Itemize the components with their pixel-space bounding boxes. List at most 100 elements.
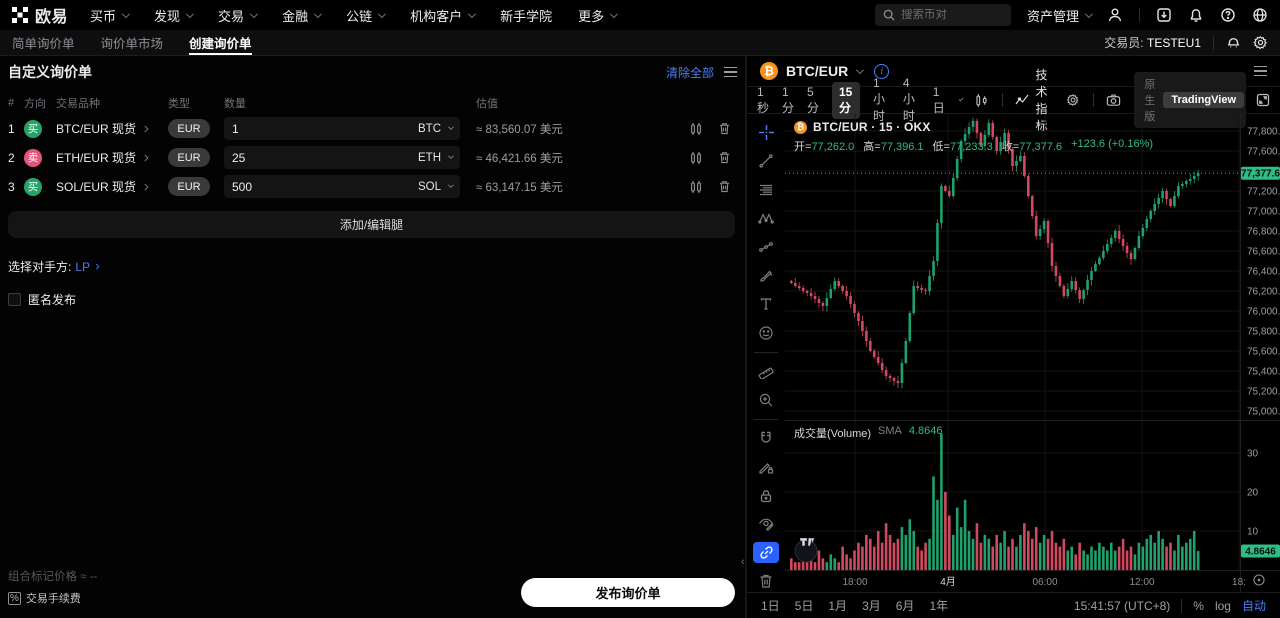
log-scale-button[interactable]: log [1214,598,1231,613]
tab-rfq-market[interactable]: 询价单市场 [100,37,164,51]
help-icon[interactable] [1220,7,1236,23]
publish-rfq-button[interactable]: 发布询价单 [521,578,735,607]
unit-select[interactable]: ETH [418,152,454,164]
chevron-down-icon[interactable] [856,65,865,74]
nav-more[interactable]: 更多 [578,6,619,25]
indicator-settings-gear-icon[interactable] [1066,93,1080,107]
user-icon[interactable] [1107,7,1123,23]
amount-input[interactable] [232,179,418,194]
draw-lock-icon[interactable] [753,456,779,478]
candles-icon[interactable] [681,151,711,165]
unit-select[interactable]: SOL [418,181,454,193]
panel-divider[interactable]: ‹ [741,56,747,618]
candles-icon[interactable] [681,180,711,194]
trash-icon[interactable] [711,151,737,164]
assets-menu[interactable]: 资产管理 [1027,6,1093,25]
xabcd-pattern-icon[interactable] [753,208,779,230]
range-5d[interactable]: 5日 [794,599,814,613]
instrument-select[interactable]: SOL/EUR 现货 [56,178,168,195]
okx-logo[interactable]: 欧易 [12,3,68,27]
candlestick-chart[interactable]: 75,000.0 75,200.0 75,400.0 75,600.0 75,800.0… [785,114,1280,592]
amount-field[interactable]: BTC [224,117,460,140]
candle-style-icon[interactable] [974,93,989,108]
remove-drawings-trash-icon[interactable] [753,570,779,592]
link-tool-icon[interactable] [753,541,779,564]
toggle-native[interactable]: 原生版 [1144,79,1156,123]
emoji-icon[interactable] [753,322,779,344]
percent-scale-button[interactable]: % [1193,598,1204,613]
text-tool-icon[interactable] [753,293,779,315]
amount-field[interactable]: SOL [224,175,460,198]
range-1y[interactable]: 1年 [929,599,949,613]
svg-text:75,400.0: 75,400.0 [1247,367,1280,378]
language-globe-icon[interactable] [1252,7,1268,23]
amount-input[interactable] [232,121,418,136]
search-box[interactable] [874,4,1011,26]
timeframe-1m[interactable]: 1分 [782,84,795,115]
range-6mo[interactable]: 6月 [895,599,915,613]
brush-icon[interactable] [753,265,779,287]
magnet-icon[interactable] [753,428,779,450]
trendline-icon[interactable] [753,151,779,173]
timeframe-15m[interactable]: 15分 [832,81,860,119]
nav-institutional[interactable]: 机构客户 [410,6,476,25]
nav-discover[interactable]: 发现 [154,6,194,25]
toggle-tradingview[interactable]: TradingView [1163,92,1244,108]
nav-trade[interactable]: 交易 [218,6,258,25]
trash-icon[interactable] [711,122,737,135]
tab-simple-rfq[interactable]: 简单询价单 [12,37,75,51]
camera-icon[interactable] [1106,93,1121,108]
info-icon[interactable]: i [874,63,890,79]
lock-icon[interactable] [753,485,779,507]
amount-input[interactable] [232,150,418,165]
settings-gear-icon[interactable] [1253,35,1268,50]
timeframe-1h[interactable]: 1小时 [872,76,885,123]
timeframe-4h[interactable]: 4小时 [902,76,915,123]
symbol-name[interactable]: BTC/EUR [786,63,849,79]
nav-public-chain[interactable]: 公链 [346,6,386,25]
unit-select[interactable]: BTC [418,123,454,135]
clear-all-link[interactable]: 清除全部 [665,65,714,80]
fullscreen-expand-icon[interactable] [1256,93,1270,107]
range-3mo[interactable]: 3月 [862,599,881,613]
ruler-icon[interactable] [753,360,779,382]
chevron-down-icon[interactable] [958,96,964,101]
crosshair-icon[interactable] [753,122,779,144]
type-pill[interactable]: EUR [168,119,210,138]
auto-scale-button[interactable]: 自动 [1241,599,1266,613]
download-app-icon[interactable] [1156,7,1172,23]
notifications-bell-icon[interactable] [1188,7,1204,23]
add-edit-leg-button[interactable]: 添加/编辑腿 [8,211,735,238]
counterparty-value[interactable]: LP [75,259,91,274]
trader-hat-icon[interactable] [1226,35,1241,50]
instrument-select[interactable]: ETH/EUR 现货 [56,149,168,166]
nav-finance[interactable]: 金融 [282,6,322,25]
clock[interactable]: 15:41:57 (UTC+8) [1073,598,1171,613]
chart-menu-icon[interactable] [1254,65,1267,77]
anonymous-checkbox[interactable] [8,293,21,306]
amount-field[interactable]: ETH [224,146,460,169]
type-pill[interactable]: EUR [168,148,210,167]
nav-academy[interactable]: 新手学院 [500,8,553,24]
timeframe-1s[interactable]: 1秒 [757,84,770,115]
chart-plot-area[interactable]: 75,000.0 75,200.0 75,400.0 75,600.0 75,800.0… [785,114,1280,592]
hide-drawings-eye-icon[interactable] [753,513,779,535]
fib-lines-icon[interactable] [753,179,779,201]
percent-icon: % [8,591,21,605]
range-1mo[interactable]: 1月 [828,599,848,613]
timeframe-1d[interactable]: 1日 [932,84,945,115]
instrument-select[interactable]: BTC/EUR 现货 [56,120,168,137]
indicators-button[interactable]: 技术指标 [1015,66,1052,134]
panel-menu-icon[interactable] [724,66,737,78]
type-pill[interactable]: EUR [168,177,210,196]
tab-create-rfq[interactable]: 创建询价单 [189,30,252,55]
candles-icon[interactable] [681,122,711,136]
zoom-in-icon[interactable] [753,389,779,411]
search-input[interactable] [900,9,991,21]
range-1d[interactable]: 1日 [761,599,780,613]
timeframe-5m[interactable]: 5分 [807,84,820,115]
trash-icon[interactable] [711,180,737,193]
collapse-chevron-icon[interactable]: ‹ [741,556,745,568]
long-position-icon[interactable] [753,236,779,258]
nav-buy-crypto[interactable]: 买币 [90,6,130,25]
